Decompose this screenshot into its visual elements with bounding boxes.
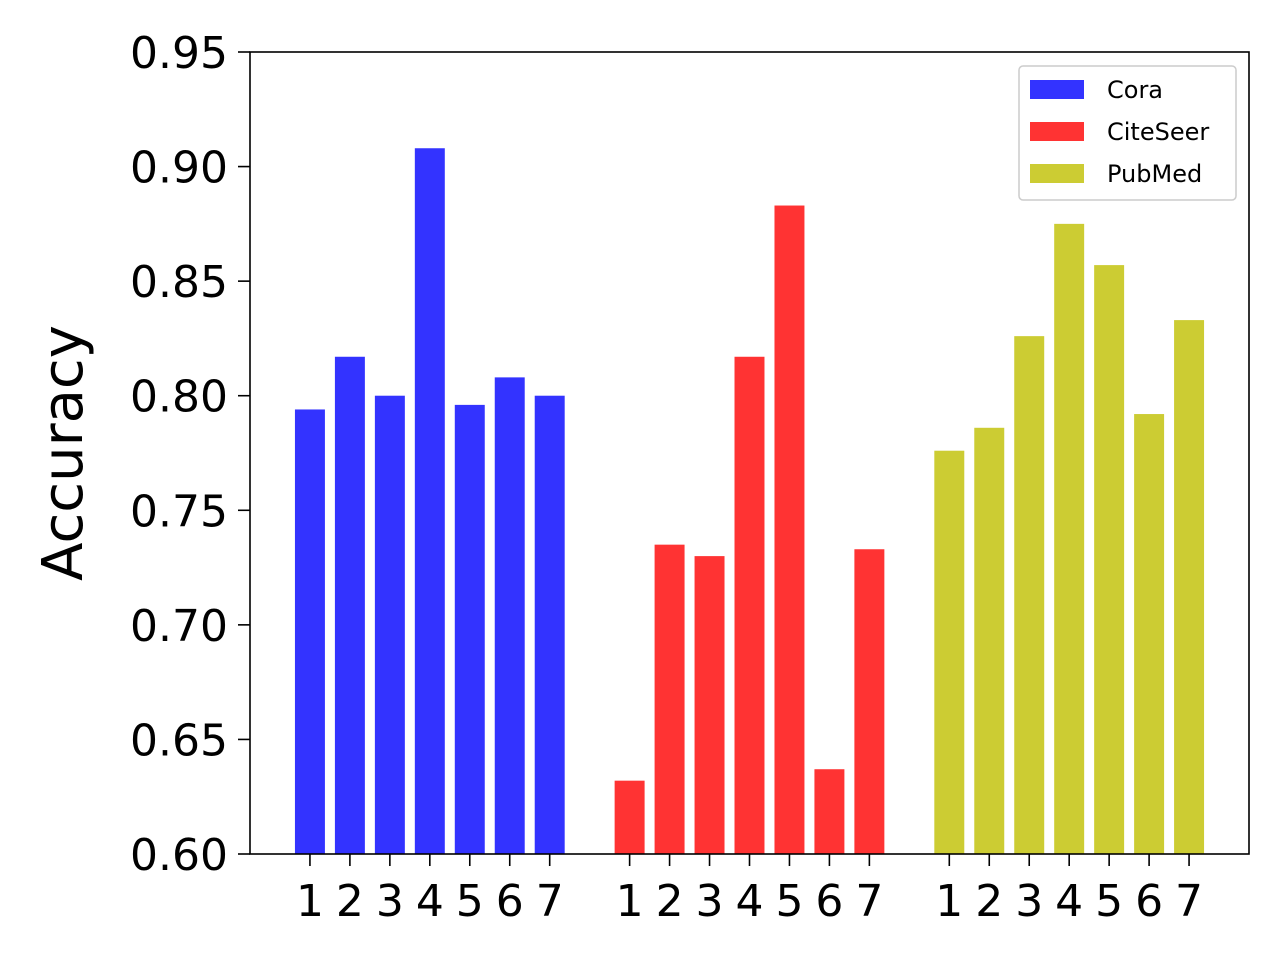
bar-citeseer-5 xyxy=(774,205,805,854)
bar-pubmed-2 xyxy=(974,427,1005,854)
x-tick-label: 3 xyxy=(696,876,724,927)
bar-cora-1 xyxy=(294,409,325,854)
bars-layer xyxy=(294,148,1205,855)
plot-frame xyxy=(249,51,1250,855)
x-tick-label: 6 xyxy=(1135,876,1163,927)
bar-citeseer-6 xyxy=(814,769,845,854)
legend-label-pubmed: PubMed xyxy=(1107,160,1202,188)
bar-pubmed-3 xyxy=(1014,336,1045,854)
bar-cora-7 xyxy=(534,395,565,854)
x-tick-label: 2 xyxy=(975,876,1003,927)
x-tick-label: 1 xyxy=(296,876,324,927)
y-tick-label: 0.70 xyxy=(130,601,228,652)
bar-citeseer-1 xyxy=(614,780,645,854)
x-tick-label: 7 xyxy=(536,876,564,927)
bar-pubmed-6 xyxy=(1134,414,1165,854)
bar-pubmed-5 xyxy=(1094,265,1125,855)
x-tick-label: 5 xyxy=(1095,876,1123,927)
legend-swatch-pubmed xyxy=(1030,164,1084,183)
x-tick-label: 6 xyxy=(496,876,524,927)
x-tick-label: 6 xyxy=(815,876,843,927)
x-tick-label: 1 xyxy=(616,876,644,927)
x-tick-label: 5 xyxy=(775,876,803,927)
bar-pubmed-1 xyxy=(934,450,965,854)
x-tick-label: 3 xyxy=(1015,876,1043,927)
x-tick-label: 4 xyxy=(416,876,444,927)
y-tick-label: 0.75 xyxy=(130,486,228,537)
legend: Cora CiteSeer PubMed xyxy=(1018,65,1237,201)
y-axis: 0.60 0.65 0.70 0.75 0.80 0.85 0.90 0.95 xyxy=(130,28,250,881)
x-tick-label: 4 xyxy=(736,876,764,927)
x-tick-label: 1 xyxy=(935,876,963,927)
bar-citeseer-3 xyxy=(694,556,725,854)
x-tick-label: 3 xyxy=(376,876,404,927)
legend-label-citeseer: CiteSeer xyxy=(1107,118,1209,146)
bar-cora-2 xyxy=(334,356,365,854)
x-tick-label: 5 xyxy=(456,876,484,927)
x-tick-label: 2 xyxy=(336,876,364,927)
y-tick-label: 0.80 xyxy=(130,372,228,423)
y-axis-label: Accuracy xyxy=(31,325,96,581)
bar-citeseer-4 xyxy=(734,356,765,854)
bar-cora-3 xyxy=(374,395,405,854)
bar-citeseer-7 xyxy=(854,549,885,854)
x-tick-label: 2 xyxy=(656,876,684,927)
x-tick-label: 7 xyxy=(1175,876,1203,927)
y-tick-label: 0.95 xyxy=(130,28,228,79)
legend-label-cora: Cora xyxy=(1107,76,1163,104)
bar-cora-4 xyxy=(414,148,445,855)
y-tick-label: 0.60 xyxy=(130,830,228,881)
bar-citeseer-2 xyxy=(654,544,685,854)
y-tick-label: 0.65 xyxy=(130,715,228,766)
x-tick-label: 4 xyxy=(1055,876,1083,927)
bar-cora-5 xyxy=(454,404,485,854)
bar-pubmed-7 xyxy=(1174,320,1205,855)
y-tick-label: 0.90 xyxy=(130,143,228,194)
bar-cora-6 xyxy=(494,377,525,854)
legend-swatch-citeseer xyxy=(1030,122,1084,141)
bar-pubmed-4 xyxy=(1054,223,1085,855)
x-tick-label: 7 xyxy=(855,876,883,927)
y-tick-label: 0.85 xyxy=(130,257,228,308)
legend-swatch-cora xyxy=(1030,80,1084,99)
